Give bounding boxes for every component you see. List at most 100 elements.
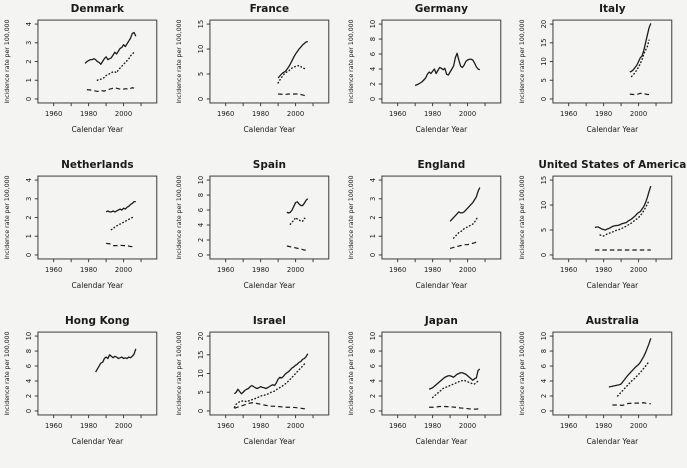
- series-dotted: [599, 199, 651, 237]
- svg-text:0: 0: [25, 409, 33, 413]
- svg-text:2: 2: [25, 59, 33, 63]
- series-dashed: [233, 402, 308, 410]
- series-dashed: [286, 245, 308, 251]
- y-axis-label: Incidence rate per 100,000: [4, 19, 11, 103]
- svg-text:15: 15: [540, 176, 548, 185]
- x-axis-label: Calendar Year: [71, 125, 124, 134]
- x-axis: 1960 1980 2000: [217, 102, 314, 118]
- chart-panel-australia: Australia 1960 1980 2000 0 2 4 6 8 10 Calendar Yea…: [515, 312, 687, 468]
- svg-text:2: 2: [368, 215, 376, 219]
- x-axis: 1960 1980 2000: [217, 258, 314, 274]
- series-solid: [277, 40, 308, 79]
- plot-usa: United States of America 1960 1980 2000 0 5 10…: [519, 159, 687, 290]
- y-axis-label: Incidence rate per 100,000: [176, 19, 183, 103]
- chart-panel-italy: Italy 1960 1980 2000 0 5 10 15 20 Calendar Year In…: [515, 0, 687, 156]
- panel-title: Australia: [586, 315, 639, 327]
- y-axis: 0 1 2 3 4: [368, 178, 382, 257]
- svg-text:2000: 2000: [115, 266, 132, 274]
- plot-frame: [380, 175, 501, 260]
- y-axis: 0 2 4 6 8 10: [368, 20, 382, 101]
- series-solid: [608, 338, 652, 388]
- svg-text:1960: 1960: [560, 110, 577, 118]
- chart-panel-netherlands: Netherlands 1960 1980 2000 0 1 2 3 4 Calendar Yea…: [0, 156, 172, 312]
- chart-panel-france: France 1960 1980 2000 0 5 10 15 Calendar Year Inc…: [172, 0, 344, 156]
- plot-spain: Spain 1960 1980 2000 0 2 4 6 8 10 Calendar Year Inc…: [176, 159, 330, 290]
- svg-text:1960: 1960: [560, 422, 577, 430]
- series-dotted: [110, 215, 135, 231]
- svg-text:10: 10: [25, 332, 33, 341]
- series-solid: [449, 187, 480, 222]
- y-axis-label: Incidence rate per 100,000: [176, 331, 183, 415]
- y-axis-label: Incidence rate per 100,000: [347, 175, 354, 259]
- y-axis: 0 5 10 15: [540, 176, 554, 257]
- svg-text:6: 6: [540, 364, 548, 368]
- chart-panel-hong-kong: Hong Kong 1960 1980 2000 0 2 4 6 8 10 Calendar Yea…: [0, 312, 172, 468]
- svg-text:3: 3: [25, 41, 33, 45]
- panel-title: Denmark: [71, 3, 125, 15]
- y-axis-label: Incidence rate per 100,000: [4, 175, 11, 259]
- series-dashed: [612, 402, 652, 406]
- svg-text:0: 0: [368, 409, 376, 413]
- y-axis: 0 1 2 3 4: [25, 22, 38, 101]
- svg-text:4: 4: [540, 379, 548, 383]
- series-dashed: [428, 405, 480, 410]
- x-axis-label: Calendar Year: [243, 437, 296, 446]
- svg-text:6: 6: [197, 208, 205, 212]
- x-axis: 1960 1980 2000: [560, 258, 657, 274]
- svg-text:2000: 2000: [630, 422, 647, 430]
- svg-text:10: 10: [197, 45, 205, 54]
- svg-text:1960: 1960: [45, 266, 62, 274]
- svg-text:10: 10: [540, 201, 548, 210]
- svg-text:10: 10: [368, 332, 376, 341]
- svg-text:1960: 1960: [389, 110, 406, 118]
- plot-japan: Japan 1960 1980 2000 0 2 4 6 8 10 Calendar Year Inc…: [347, 315, 501, 446]
- series-solid: [286, 198, 308, 214]
- series-dotted: [289, 216, 307, 225]
- plot-frame: [209, 19, 330, 104]
- x-axis: 1960 1980 2000: [45, 414, 142, 430]
- plot-frame: [380, 331, 501, 416]
- x-axis-label: Calendar Year: [415, 437, 468, 446]
- chart-panel-england: England 1960 1980 2000 0 1 2 3 4 Calendar Year Inc…: [344, 156, 516, 312]
- svg-text:2: 2: [368, 394, 376, 398]
- x-axis-label: Calendar Year: [587, 437, 640, 446]
- svg-text:1960: 1960: [389, 422, 406, 430]
- svg-text:1: 1: [25, 78, 33, 82]
- svg-text:6: 6: [368, 52, 376, 56]
- x-axis-label: Calendar Year: [243, 125, 296, 134]
- x-axis: 1960 1980 2000: [389, 258, 486, 274]
- svg-text:15: 15: [197, 20, 205, 29]
- svg-text:4: 4: [25, 178, 33, 182]
- y-axis: 0 5 10 15: [197, 20, 210, 101]
- svg-text:0: 0: [197, 409, 205, 413]
- panel-title: United States of America: [539, 159, 687, 171]
- svg-text:2000: 2000: [458, 422, 475, 430]
- svg-text:8: 8: [540, 349, 548, 353]
- plot-italy: Italy 1960 1980 2000 0 5 10 15 20 Calendar Year In…: [519, 3, 673, 134]
- svg-text:2000: 2000: [287, 110, 304, 118]
- series-solid: [594, 185, 652, 231]
- series-dotted: [96, 51, 135, 81]
- chart-panel-japan: Japan 1960 1980 2000 0 2 4 6 8 10 Calendar Year Inc…: [344, 312, 516, 468]
- svg-text:5: 5: [540, 78, 548, 82]
- svg-text:2000: 2000: [458, 266, 475, 274]
- svg-text:20: 20: [197, 332, 205, 341]
- svg-text:4: 4: [368, 178, 376, 182]
- svg-text:15: 15: [197, 350, 205, 359]
- svg-text:10: 10: [540, 332, 548, 341]
- panel-title: Netherlands: [61, 159, 133, 171]
- svg-text:8: 8: [25, 349, 33, 353]
- svg-text:2000: 2000: [287, 266, 304, 274]
- svg-text:1960: 1960: [45, 110, 62, 118]
- svg-text:4: 4: [25, 379, 33, 383]
- plot-israel: Israel 1960 1980 2000 0 5 10 15 20 Calendar Year I…: [176, 315, 330, 446]
- svg-text:0: 0: [368, 97, 376, 101]
- series-dotted: [617, 360, 651, 397]
- series-dotted: [277, 64, 307, 84]
- panel-title: Spain: [253, 159, 286, 171]
- panel-title: England: [417, 159, 465, 171]
- svg-text:1980: 1980: [423, 422, 440, 430]
- series-dotted: [233, 361, 307, 408]
- svg-text:0: 0: [197, 97, 205, 101]
- y-axis: 0 2 4 6 8 10: [197, 176, 210, 257]
